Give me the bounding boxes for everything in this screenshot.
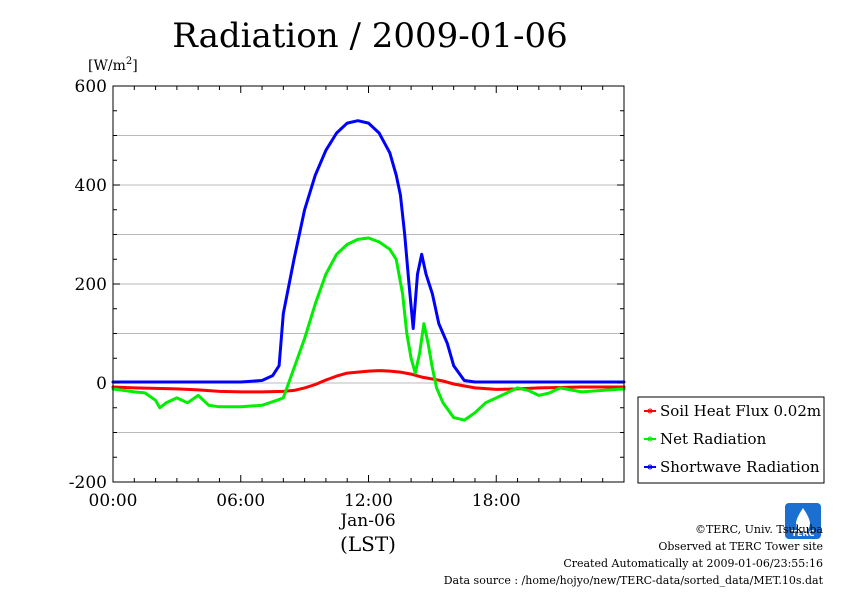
y-tick-label: -200 bbox=[69, 473, 107, 493]
legend-label-shortwave-radiation: Shortwave Radiation bbox=[660, 458, 820, 476]
footer-site: Observed at TERC Tower site bbox=[658, 540, 823, 553]
x-axis-date-label: Jan-06 bbox=[338, 511, 395, 531]
x-tick-label: 00:00 bbox=[89, 491, 138, 511]
footer-copyright: ©TERC, Univ. Tsukuba bbox=[695, 523, 823, 536]
legend-marker-soil-heat-flux-0-02m bbox=[647, 408, 653, 414]
legend-box bbox=[637, 396, 825, 484]
x-axis-title: (LST) bbox=[340, 532, 396, 556]
chart-title: Radiation / 2009-01-06 bbox=[172, 16, 568, 56]
series-lines bbox=[111, 119, 626, 422]
y-axis-unit-close: ] bbox=[132, 58, 137, 74]
x-tick-label: 12:00 bbox=[344, 491, 393, 511]
y-axis-unit-base: [W/m bbox=[88, 58, 126, 74]
x-tick-label: 18:00 bbox=[472, 491, 521, 511]
water-drop-icon bbox=[796, 508, 810, 531]
y-tick-label: 200 bbox=[75, 275, 107, 295]
series-line-shortwave-radiation bbox=[111, 119, 626, 384]
legend: Soil Heat Flux 0.02m Net Radiation Shortwa… bbox=[637, 396, 825, 484]
y-axis-unit-superscript: 2 bbox=[126, 56, 132, 67]
footer-source: Data source : /home/hojyo/new/TERC-data/… bbox=[444, 574, 824, 587]
series-line-net-radiation bbox=[111, 236, 626, 422]
legend-marker-net-radiation bbox=[647, 436, 653, 442]
terc-logo: TERC bbox=[785, 503, 821, 539]
y-axis-unit-label: [W/m2] bbox=[88, 56, 138, 74]
y-tick-label: 0 bbox=[96, 374, 107, 394]
legend-label-soil-heat-flux-0-02m: Soil Heat Flux 0.02m bbox=[660, 402, 821, 420]
footer-created: Created Automatically at 2009-01-06/23:5… bbox=[563, 557, 823, 570]
legend-marker-shortwave-radiation bbox=[647, 464, 653, 470]
axis-ticks: -200 0 200 400 600 00:00 06:00 12:00 18:00 bbox=[69, 77, 625, 511]
x-tick-label: 06:00 bbox=[216, 491, 265, 511]
y-tick-label: 600 bbox=[75, 77, 107, 97]
y-tick-label: 400 bbox=[75, 176, 107, 196]
terc-logo-text: TERC bbox=[792, 529, 815, 538]
legend-label-net-radiation: Net Radiation bbox=[660, 430, 767, 448]
